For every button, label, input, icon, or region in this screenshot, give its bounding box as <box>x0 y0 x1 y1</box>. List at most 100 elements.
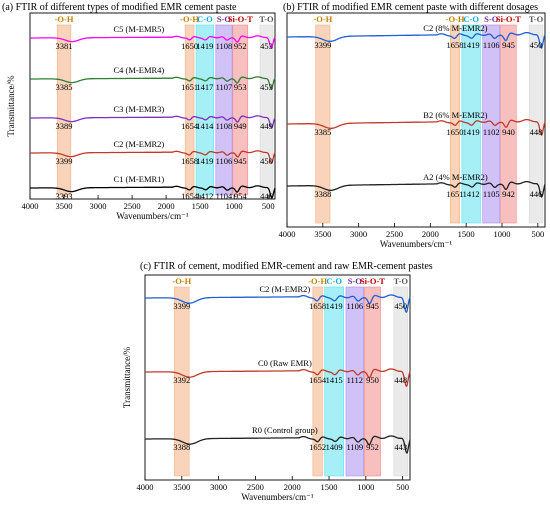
band-label: S-O <box>484 14 499 24</box>
peak-value: 3399 <box>314 40 331 50</box>
peak-value: 1105 <box>483 189 500 199</box>
peak-value: 1415 <box>326 375 343 385</box>
series-label: C0 (Raw EMR) <box>258 358 312 368</box>
x-tick-label: 2000 <box>284 482 301 492</box>
x-tick-label: 1000 <box>357 482 374 492</box>
peak-value: 1108 <box>216 41 233 51</box>
peak-value: 446 <box>530 189 543 199</box>
peak-value: 1658 <box>181 156 198 166</box>
peak-value: 1109 <box>346 442 363 452</box>
band-1 <box>184 24 195 196</box>
x-tick-label: 4000 <box>279 229 296 239</box>
x-tick-label: 3000 <box>90 201 107 211</box>
plot-frame <box>29 12 276 200</box>
band-2 <box>324 286 345 477</box>
series-label: R0 (Control group) <box>252 425 318 435</box>
x-axis-label: Wavenumbers/cm⁻¹ <box>380 239 453 249</box>
x-tick-label: 3500 <box>314 229 331 239</box>
peak-value: 1409 <box>326 442 343 452</box>
x-tick-label: 500 <box>531 229 544 239</box>
peak-value: 3388 <box>173 442 190 452</box>
series-label: B2 (6% M-EMR2) <box>423 110 487 120</box>
series-label: C3 (M-EMR3) <box>114 104 165 114</box>
band-label: S-O <box>348 276 363 286</box>
band-label: -O-H <box>180 14 199 24</box>
peak-value: 1652 <box>309 442 326 452</box>
peak-value: 1107 <box>216 82 233 92</box>
x-axis-label: Wavenumbers/cm⁻¹ <box>241 492 314 502</box>
x-tick-label: 3000 <box>350 229 367 239</box>
series-label: C2 (M-EMR2) <box>114 139 165 149</box>
band-label: -O-H <box>172 276 191 286</box>
series-label: C5 (M-EMR5) <box>114 24 165 34</box>
band-label: -O-H <box>446 14 465 24</box>
x-tick-label: 1000 <box>226 201 243 211</box>
peak-value: 3385 <box>314 127 331 137</box>
x-tick-label: 4000 <box>22 201 39 211</box>
peak-value: 945 <box>234 156 247 166</box>
peak-value: 952 <box>234 41 247 51</box>
series-label: C1 (M-EMR1) <box>114 174 165 184</box>
series-line <box>145 294 411 313</box>
x-tick-label: 2000 <box>158 201 175 211</box>
series-label: C2 (8% M-EMR2) <box>423 23 487 33</box>
band-label: T-O <box>394 276 409 286</box>
band-label: -O-H <box>308 276 327 286</box>
peak-value: 1417 <box>196 82 213 92</box>
x-tick-label: 500 <box>262 201 275 211</box>
x-tick-label: 1500 <box>458 229 475 239</box>
peak-value: 1654 <box>181 191 199 201</box>
peak-value: 1419 <box>463 127 480 137</box>
band-label: C-O <box>197 14 213 24</box>
series-line <box>30 185 276 199</box>
peak-value: 443 <box>394 442 407 452</box>
chart-title: (a) FTIR of different types of modified … <box>2 2 237 13</box>
peak-value: 453 <box>260 82 273 92</box>
peak-value: 3392 <box>173 375 190 385</box>
band-label: S-O <box>217 14 232 24</box>
series-line <box>287 118 546 137</box>
peak-value: 448 <box>394 375 407 385</box>
series-label: C2 (M-EMR2) <box>259 284 310 294</box>
peak-value: 446 <box>260 191 273 201</box>
peak-value: 954 <box>234 191 248 201</box>
peak-value: 940 <box>502 127 515 137</box>
chart-title: (b) FTIR of modified EMR cement paste wi… <box>283 2 538 13</box>
peak-value: 1654 <box>309 375 327 385</box>
x-tick-label: 1000 <box>494 229 511 239</box>
series-label: A2 (4% M-EMR2) <box>423 172 488 182</box>
peak-value: 448 <box>530 127 543 137</box>
series-line <box>287 31 546 49</box>
peak-value: 450 <box>530 40 543 50</box>
band-label: T-O <box>529 14 544 24</box>
band-5 <box>528 24 544 224</box>
peak-value: 1104 <box>216 191 233 201</box>
x-tick-label: 3500 <box>56 201 73 211</box>
x-tick-label: 1500 <box>321 482 338 492</box>
band-3 <box>482 24 501 224</box>
peak-value: 1102 <box>483 127 500 137</box>
peak-value: 1650 <box>181 41 198 51</box>
chart-panel-b: (b) FTIR of modified EMR cement paste wi… <box>279 2 546 249</box>
peak-value: 952 <box>366 442 379 452</box>
series-line <box>30 35 276 49</box>
band-label: C-O <box>463 14 479 24</box>
x-tick-label: 2500 <box>124 201 141 211</box>
peak-value: 1651 <box>181 82 198 92</box>
x-tick-label: 2500 <box>247 482 264 492</box>
series-line <box>145 368 411 388</box>
x-tick-label: 1500 <box>192 201 209 211</box>
peak-value: 1106 <box>483 40 500 50</box>
chart-panel-c: (c) FTIR of cement, modified EMR-cement … <box>122 261 433 502</box>
series-line <box>287 180 546 198</box>
peak-value: 1112 <box>347 375 363 385</box>
series-line <box>145 435 411 454</box>
peak-value: 945 <box>502 40 515 50</box>
band-4 <box>232 24 249 196</box>
peak-value: 3388 <box>314 189 331 199</box>
peak-value: 950 <box>366 375 379 385</box>
peak-value: 1658 <box>447 40 464 50</box>
series-label: C4 (M-EMR4) <box>114 65 165 75</box>
band-1 <box>312 286 323 477</box>
